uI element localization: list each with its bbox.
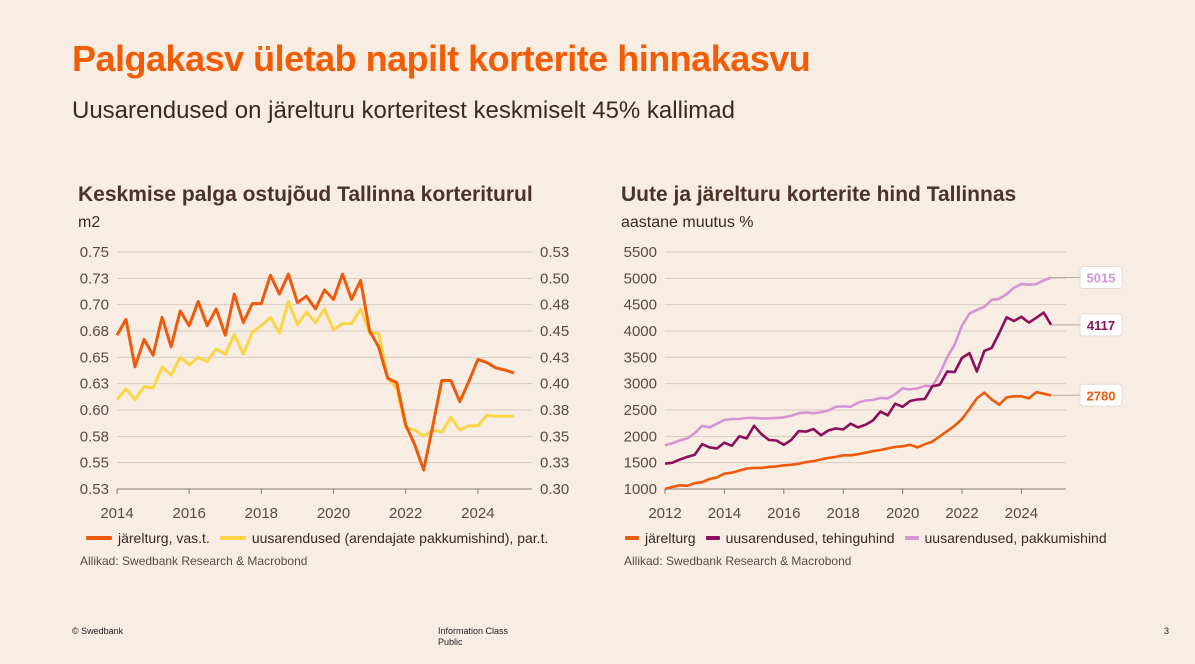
y-left-tick-label: 0.75 — [80, 244, 109, 261]
end-label-box — [1079, 266, 1123, 290]
y-tick-label: 3000 — [624, 376, 657, 393]
y-tick-label: 1000 — [624, 481, 657, 498]
legend-label: järelturg — [645, 530, 696, 546]
series-line-j-relturg — [664, 390, 1052, 491]
y-tick-label: 4500 — [624, 297, 657, 314]
y-tick-label: 2500 — [624, 402, 657, 419]
right-chart-source: Allikad: Swedbank Research & Macrobond — [624, 554, 852, 568]
x-tick-label: 2014 — [100, 505, 133, 522]
series-line-jarelturg — [115, 272, 515, 472]
y-right-tick-label: 0.40 — [540, 376, 569, 393]
y-right-tick-label: 0.33 — [540, 455, 569, 472]
x-tick-label: 2014 — [708, 505, 741, 522]
series-line-uusarendused-pakkumishind — [664, 276, 1052, 447]
left-chart-source: Allikad: Swedbank Research & Macrobond — [80, 554, 308, 568]
x-tick-label: 2022 — [945, 505, 978, 522]
x-tick-label: 2022 — [389, 505, 422, 522]
footer-info-value: Public — [438, 637, 463, 647]
legend-label: uusarendused, pakkumishind — [924, 530, 1107, 546]
y-left-tick-label: 0.65 — [80, 349, 109, 366]
end-label-box — [1079, 313, 1123, 337]
legend-label: uusarendused, tehinguhind — [725, 530, 895, 546]
legend-swatch-orange — [86, 536, 112, 540]
y-left-tick-label: 0.53 — [80, 481, 109, 498]
page-subtitle: Uusarendused on järelturu korteritest ke… — [72, 97, 735, 124]
legend-swatch-purple — [705, 536, 720, 540]
x-tick-label: 2024 — [1005, 505, 1038, 522]
y-right-tick-label: 0.38 — [540, 402, 569, 419]
legend-item-tehinguhind: uusarendused, tehinguhind — [705, 530, 895, 546]
y-left-tick-label: 0.58 — [80, 428, 109, 445]
legend-item-pakkumishind: uusarendused, pakkumishind — [904, 530, 1107, 546]
y-tick-label: 3500 — [624, 349, 657, 366]
y-right-tick-label: 0.48 — [540, 297, 569, 314]
x-tick-label: 2016 — [172, 505, 205, 522]
y-left-tick-label: 0.63 — [80, 376, 109, 393]
y-left-tick-label: 0.70 — [80, 297, 109, 314]
y-tick-label: 5000 — [624, 270, 657, 287]
y-left-tick-label: 0.68 — [80, 323, 109, 340]
y-right-tick-label: 0.53 — [540, 244, 569, 261]
x-tick-label: 2012 — [648, 505, 681, 522]
y-right-tick-label: 0.43 — [540, 349, 569, 366]
left-chart-title: Keskmise palga ostujõud Tallinna korteri… — [78, 183, 533, 206]
y-right-tick-label: 0.30 — [540, 481, 569, 498]
y-tick-label: 5500 — [624, 244, 657, 261]
left-chart-unit: m2 — [78, 214, 101, 231]
x-tick-label: 2020 — [886, 505, 919, 522]
x-tick-label: 2024 — [461, 505, 494, 522]
footer-info-class: Information Class — [438, 626, 509, 636]
y-right-tick-label: 0.45 — [540, 323, 569, 340]
right-chart-legend: järelturg uusarendused, tehinguhind uusa… — [625, 530, 1117, 546]
y-left-tick-label: 0.55 — [80, 455, 109, 472]
y-right-tick-label: 0.50 — [540, 270, 569, 287]
y-tick-label: 1500 — [624, 455, 657, 472]
left-chart-legend: järelturg, vas.t. uusarendused (arendaja… — [86, 530, 558, 546]
legend-swatch-orange — [625, 536, 639, 540]
y-left-tick-label: 0.73 — [80, 270, 109, 287]
legend-label: uusarendused (arendajate pakkumishind), … — [251, 530, 549, 546]
legend-item-uusarendused: uusarendused (arendajate pakkumishind), … — [219, 530, 549, 546]
legend-swatch-pink — [904, 536, 919, 540]
page-title: Palgakasv ületab napilt korterite hinnak… — [72, 38, 811, 79]
end-label-value: 5015 — [1087, 271, 1116, 286]
end-label-value: 2780 — [1087, 388, 1116, 403]
x-tick-label: 2016 — [767, 505, 800, 522]
footer-page-number: 3 — [1164, 626, 1170, 636]
series-line-uusarendused-tehinguhind — [664, 311, 1053, 465]
x-tick-label: 2020 — [317, 505, 350, 522]
y-tick-label: 2000 — [624, 428, 657, 445]
x-tick-label: 2018 — [827, 505, 860, 522]
y-tick-label: 4000 — [624, 323, 657, 340]
legend-item-jarelturg: järelturg, vas.t. — [86, 530, 210, 546]
right-chart-unit: aastane muutus % — [621, 214, 754, 231]
end-label-value: 4117 — [1087, 318, 1115, 333]
legend-item-jarelturg: järelturg — [625, 530, 696, 546]
legend-label: järelturg, vas.t. — [118, 530, 210, 546]
y-left-tick-label: 0.60 — [80, 402, 109, 419]
y-right-tick-label: 0.35 — [540, 428, 569, 445]
series-line-uusarendused — [115, 300, 514, 438]
legend-swatch-yellow — [219, 536, 246, 540]
end-label-box — [1079, 383, 1123, 407]
x-tick-label: 2018 — [245, 505, 278, 522]
footer-copyright: © Swedbank — [72, 626, 124, 636]
right-chart-title: Uute ja järelturu korterite hind Tallinn… — [621, 183, 1017, 206]
